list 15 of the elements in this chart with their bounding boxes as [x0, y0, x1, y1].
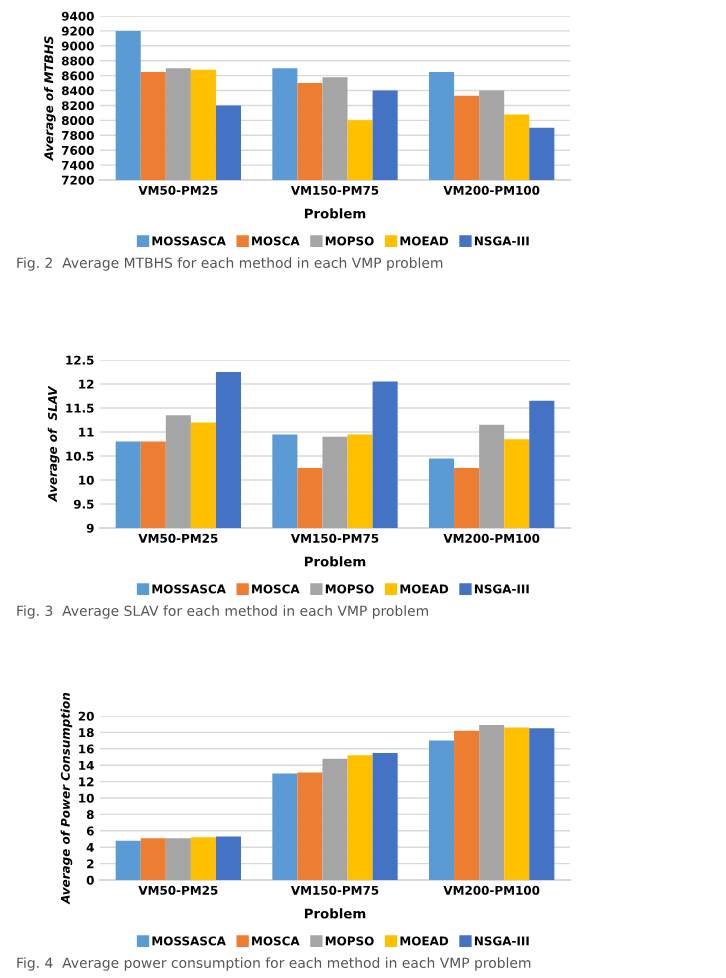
- bar: [115, 840, 141, 880]
- bar: [504, 727, 530, 880]
- bar: [165, 838, 191, 880]
- bar: [372, 752, 398, 880]
- bar: [140, 838, 166, 880]
- bar: [322, 758, 348, 880]
- bar: [454, 730, 480, 880]
- bar: [297, 772, 323, 880]
- bar: [479, 725, 505, 880]
- bar: [215, 836, 241, 880]
- bar: [429, 740, 455, 880]
- bar: [190, 837, 216, 880]
- bar: [529, 728, 555, 880]
- bar: [347, 755, 373, 880]
- bar: [272, 773, 298, 880]
